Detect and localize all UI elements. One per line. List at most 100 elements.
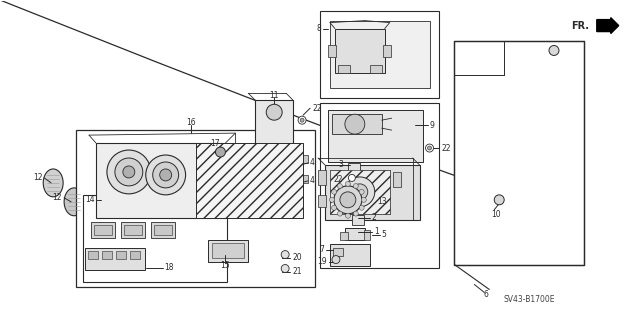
Text: 5: 5 [381,230,387,239]
Circle shape [281,251,289,259]
Circle shape [115,158,143,186]
Bar [364,230,370,240]
Bar [116,251,126,259]
Circle shape [345,177,375,207]
Circle shape [426,144,433,152]
Text: 21: 21 [292,267,301,276]
Text: 13: 13 [377,197,387,206]
Circle shape [359,205,364,210]
Text: 9: 9 [429,121,435,130]
Ellipse shape [44,169,63,197]
Text: 4: 4 [310,159,315,167]
Bar [209,240,248,262]
Circle shape [216,147,225,157]
Bar [298,155,308,163]
Bar [76,130,315,287]
Bar [88,251,98,259]
Circle shape [298,116,306,124]
Text: 10: 10 [492,210,501,219]
Bar [94,225,112,235]
Text: 12: 12 [33,174,42,182]
Text: 6: 6 [484,290,489,299]
Bar [318,195,326,207]
Circle shape [353,183,358,189]
Bar [320,103,440,268]
Bar [454,41,584,264]
Circle shape [153,162,179,188]
Bar [205,152,241,164]
Bar [205,184,241,194]
Bar [345,228,365,240]
Bar [340,232,348,240]
Text: SV43-B1700E: SV43-B1700E [503,295,555,304]
Bar [332,114,381,134]
Bar [212,243,244,257]
Bar [130,251,140,259]
Text: 22: 22 [333,175,343,184]
Bar [348,163,360,171]
Circle shape [334,186,362,214]
Circle shape [300,118,304,122]
Text: 16: 16 [186,118,195,127]
Bar [330,244,370,265]
Bar [83,195,227,282]
Bar [330,170,390,214]
Bar [318,170,326,185]
Circle shape [340,192,356,208]
Bar [328,46,336,57]
Bar [85,248,145,270]
Bar [320,11,440,98]
Circle shape [345,114,365,134]
Bar [205,168,241,180]
Circle shape [346,182,350,186]
Circle shape [332,205,337,210]
Text: 3: 3 [338,160,343,169]
Bar [393,172,401,187]
Bar [330,21,429,88]
Text: 20: 20 [292,253,301,262]
Circle shape [281,264,289,272]
Circle shape [359,189,364,194]
Bar [328,110,422,162]
Bar [325,165,420,220]
Text: 8: 8 [316,24,321,33]
Text: 11: 11 [269,91,279,100]
Bar [383,46,390,57]
Circle shape [549,46,559,56]
Circle shape [352,184,368,200]
Circle shape [160,169,172,181]
Circle shape [494,195,504,205]
Circle shape [332,189,337,194]
Text: 14: 14 [85,195,95,204]
Circle shape [146,155,186,195]
Bar [154,225,172,235]
Text: 4: 4 [310,176,315,185]
Circle shape [330,197,335,202]
Text: 12: 12 [52,193,62,202]
Bar [330,170,390,214]
Bar [335,29,385,73]
Circle shape [337,211,342,216]
Text: 1: 1 [374,227,378,236]
Circle shape [348,174,355,182]
Circle shape [337,183,342,189]
Bar [91,222,115,238]
Circle shape [362,197,366,202]
Bar [352,215,364,225]
Bar [333,248,343,256]
Text: 19: 19 [317,257,327,266]
Circle shape [107,150,151,194]
Bar [255,100,293,148]
Bar [96,143,225,218]
Circle shape [266,104,282,120]
FancyArrow shape [596,18,619,33]
Bar [338,65,350,73]
Bar [121,222,145,238]
Bar [298,175,308,183]
Bar [151,222,175,238]
Circle shape [332,256,340,263]
Text: 7: 7 [319,245,324,254]
Text: FR.: FR. [571,21,589,31]
Text: 22: 22 [442,144,451,152]
Text: 2: 2 [372,213,376,222]
